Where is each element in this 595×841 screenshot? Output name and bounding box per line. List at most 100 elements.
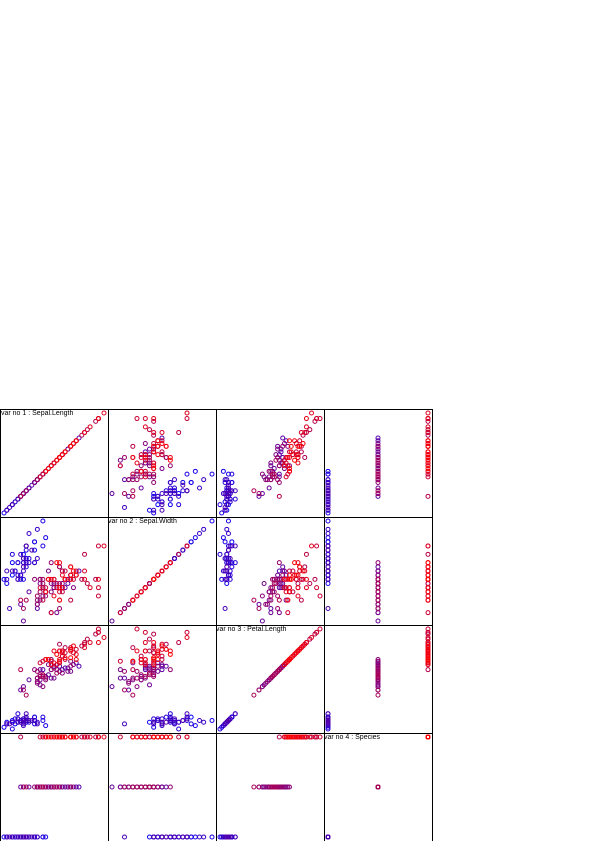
panel-title-var-2: var no 2 : Sepal.Width [108,518,177,525]
data-point [167,502,173,508]
data-point [375,466,381,472]
data-point [297,646,303,652]
data-point [295,734,301,740]
data-point [425,551,431,557]
data-point [32,479,38,485]
data-point [266,468,272,474]
data-point [167,479,173,485]
data-point [176,726,182,732]
data-point [325,510,331,516]
data-point [155,663,161,669]
data-point [375,665,381,671]
data-point [151,660,157,666]
data-point [95,640,101,646]
data-point [147,507,152,513]
data-point [167,454,173,460]
data-point [251,692,257,698]
data-point [73,438,79,444]
data-point [184,410,190,416]
data-point [40,834,46,840]
data-point [70,784,76,790]
data-point [375,601,381,607]
data-point [425,631,431,637]
data-point [285,784,291,790]
data-point [155,716,161,722]
data-point [79,576,85,582]
panel-frame [324,733,433,841]
data-point [303,640,309,646]
data-point [224,581,230,586]
data-point [87,640,93,646]
data-point [232,711,238,717]
data-point [109,618,115,624]
data-point [425,626,431,632]
data-point [425,424,431,430]
data-point [297,734,303,740]
data-point [126,687,132,693]
data-point [87,585,93,591]
data-point [375,679,381,685]
data-point [82,641,88,647]
data-point [95,576,101,582]
data-point [270,784,276,790]
data-point [155,443,161,449]
data-point [142,424,148,430]
data-point [375,784,381,790]
data-point [142,648,148,654]
data-point [325,718,331,724]
data-point [268,585,274,591]
data-point [159,734,165,740]
data-point [425,657,431,663]
data-point [51,734,57,740]
data-point [307,581,313,586]
data-point [167,651,173,657]
frames-layer [0,409,433,841]
data-point [23,488,29,494]
data-point [130,667,136,673]
data-point [93,418,99,424]
data-point [425,460,431,466]
data-point [286,449,292,455]
data-point [288,449,294,455]
panel-r4-c1 [1,734,107,840]
data-point [73,572,79,578]
data-point [159,784,165,790]
data-point [325,518,331,524]
data-point [147,463,152,469]
data-point [163,491,169,497]
data-point [325,721,331,727]
data-point [325,724,331,730]
data-point [40,718,46,724]
data-point [151,645,157,651]
data-point [375,667,381,673]
data-point [23,692,29,698]
data-point [9,560,15,566]
data-point [309,410,315,416]
data-point [40,667,46,673]
data-point [298,449,304,455]
data-point [325,719,331,725]
data-point [283,589,289,595]
data-point [425,432,431,438]
data-point [275,784,281,790]
data-point [134,416,140,422]
data-point [375,660,381,666]
data-point [325,471,331,477]
data-point [59,648,65,654]
data-point [251,488,257,494]
data-point [285,734,291,740]
data-point [18,493,24,499]
data-point [142,662,148,668]
data-point [271,589,277,595]
data-point [271,784,277,790]
data-point [286,589,292,595]
data-point [54,610,60,616]
data-point [375,581,381,586]
data-point [20,716,26,722]
data-point [280,443,286,449]
data-point [54,651,60,657]
data-point [45,734,51,740]
data-point [298,597,304,603]
data-point [68,784,74,790]
data-point [20,784,26,790]
